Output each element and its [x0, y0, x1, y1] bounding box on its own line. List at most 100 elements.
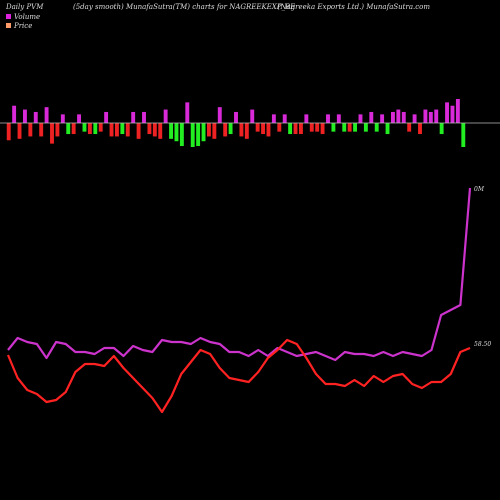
pvm-bar — [298, 123, 303, 135]
pvm-bar — [385, 123, 390, 135]
pvm-bar — [55, 123, 60, 137]
pvm-bar — [33, 111, 38, 123]
chart-title: (5day smooth) MunafaSutra(TM) charts for… — [73, 3, 296, 11]
pvm-bar — [223, 123, 228, 137]
pvm-bar — [428, 111, 433, 123]
legend-item-volume: Volume — [6, 12, 40, 21]
pvm-bar — [347, 123, 352, 132]
pvm-bar — [87, 123, 92, 135]
pvm-bar — [66, 123, 71, 135]
pvm-bar — [336, 114, 341, 123]
pvm-bar — [439, 123, 444, 135]
price-line — [6, 338, 471, 414]
pvm-bar — [358, 114, 363, 123]
pvm-bar — [407, 123, 412, 132]
pvm-bar — [93, 123, 98, 135]
pvm-bar — [190, 123, 195, 147]
pvm-bar — [131, 111, 136, 123]
pvm-bar — [28, 123, 33, 137]
pvm-bar — [331, 123, 336, 132]
pvm-bar — [44, 107, 49, 123]
pvm-bar — [450, 105, 455, 123]
legend-swatch — [6, 23, 11, 28]
legend-label: Volume — [14, 12, 41, 21]
pvm-bar — [244, 123, 249, 139]
pvm-bar — [104, 111, 109, 123]
volume-end-label: 0M — [474, 186, 485, 193]
legend: Volume Price — [6, 12, 40, 30]
pvm-bar — [185, 102, 190, 123]
pvm-bar — [77, 114, 82, 123]
pvm-bar — [98, 123, 103, 132]
legend-swatch — [6, 14, 11, 19]
price-end-label: 58.50 — [474, 341, 491, 348]
pvm-bar — [288, 123, 293, 135]
pvm-bar — [320, 123, 325, 135]
pvm-bar — [206, 123, 211, 137]
pvm-bar — [136, 123, 141, 139]
pvm-bar — [201, 123, 206, 142]
pvm-bar — [239, 123, 244, 137]
pvm-bar — [6, 123, 11, 141]
pvm-bar — [412, 114, 417, 123]
header-left: Daily PVM — [6, 3, 44, 11]
pvm-bar — [60, 114, 65, 123]
pvm-bar — [39, 123, 44, 137]
pvm-bar — [82, 123, 87, 132]
pvm-bar — [396, 109, 401, 123]
pvm-bar — [401, 111, 406, 123]
pvm-bar — [315, 123, 320, 132]
pvm-bar — [250, 109, 255, 123]
pvm-bar — [12, 105, 17, 123]
pvm-bar — [50, 123, 54, 144]
pvm-bar — [309, 123, 314, 132]
pvm-bar — [271, 114, 276, 123]
pvm-bar — [114, 123, 119, 137]
pvm-bar — [374, 123, 379, 132]
header-right: (Nagreeka Exports Ltd.) MunafaSutra.com — [277, 3, 430, 11]
pvm-bar — [304, 114, 309, 123]
pvm-bar — [261, 123, 266, 135]
pvm-bar — [147, 123, 152, 135]
pvm-bar — [125, 123, 130, 137]
volume-line — [7, 187, 472, 362]
pvm-bar — [342, 123, 347, 132]
pvm-bar — [277, 123, 282, 132]
pvm-bar — [461, 123, 466, 147]
pvm-bar — [212, 123, 217, 139]
pvm-bar — [109, 123, 114, 137]
pvm-bar — [266, 123, 271, 137]
pvm-bar — [434, 109, 439, 123]
pvm-bar — [158, 123, 163, 139]
pvm-bar — [234, 111, 238, 123]
pvm-bar — [353, 123, 358, 132]
pvm-bar — [217, 107, 222, 123]
pvm-bar — [363, 123, 368, 132]
legend-item-price: Price — [6, 21, 40, 30]
pvm-bar — [282, 114, 287, 123]
pvm-bar — [142, 111, 146, 123]
pvm-bar — [369, 111, 374, 123]
pvm-bar — [293, 123, 298, 135]
pvm-bar — [390, 111, 395, 123]
pvm-bar — [445, 102, 450, 123]
pvm-bar — [163, 109, 168, 123]
pvm-bar — [228, 123, 233, 135]
pvm-bar — [169, 123, 174, 139]
pvm-bar — [17, 123, 22, 139]
pvm-bar — [255, 123, 260, 132]
pvm-bar — [196, 123, 201, 147]
pvm-bar — [152, 123, 157, 137]
pvm-bar — [71, 123, 76, 135]
pvm-bar — [174, 123, 179, 142]
pvm-bar — [380, 114, 385, 123]
pvm-bar — [423, 109, 428, 123]
pvm-bar — [179, 123, 184, 147]
pvm-bar — [326, 114, 330, 123]
pvm-bar — [418, 123, 422, 135]
pvm-bar — [455, 99, 460, 123]
pvm-bar — [22, 109, 27, 123]
pvm-bar — [120, 123, 125, 135]
legend-label: Price — [14, 21, 33, 30]
